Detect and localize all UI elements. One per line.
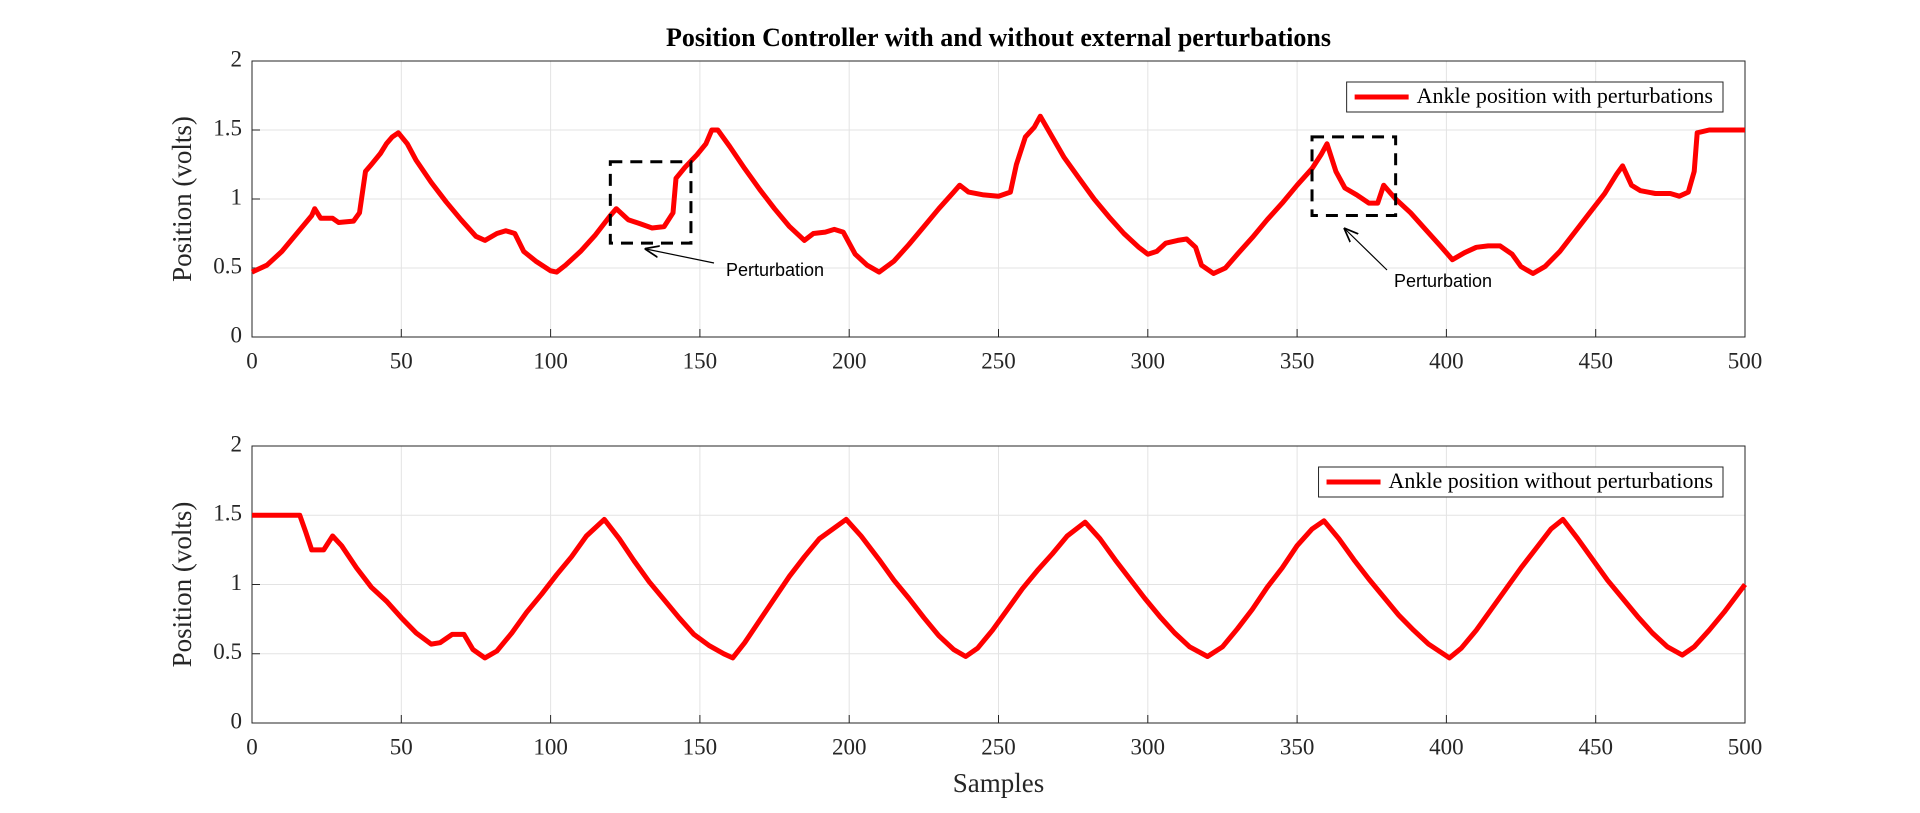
x-tick-label: 150 [683,734,718,759]
annotation-box [1310,135,1398,218]
legend-box [1318,466,1724,498]
annotation-arrow [646,249,715,264]
x-tick-label: 250 [981,734,1016,759]
x-tick-label: 300 [1131,348,1166,373]
x-tick-label: 100 [533,348,568,373]
y-axis-label: Position (volts) [167,502,197,668]
x-tick-label: 0 [246,348,258,373]
legend-label: Ankle position with perturbations [1417,83,1713,108]
chart-title: Position Controller with and without ext… [666,23,1331,52]
x-tick-label: 250 [981,348,1016,373]
y-tick-label: 2 [231,46,243,71]
y-tick-label: 0 [231,708,243,733]
data-line [250,113,1745,276]
data-line [252,512,1747,661]
x-tick-label: 300 [1131,734,1166,759]
axes-box [251,60,1746,338]
x-tick-label: 500 [1728,734,1763,759]
x-tick-label: 50 [390,348,413,373]
y-tick-label: 1 [231,184,243,209]
x-tick-label: 0 [246,734,258,759]
x-tick-label: 50 [390,734,413,759]
y-tick-label: 0.5 [213,639,242,664]
y-tick-label: 0 [231,322,243,347]
x-tick-label: 450 [1578,348,1613,373]
annotation-text: Perturbation [1394,271,1492,291]
x-tick-label: 200 [832,734,867,759]
x-tick-label: 350 [1280,734,1315,759]
y-axis-label: Position (volts) [167,116,197,282]
y-tick-label: 1.5 [213,115,242,140]
y-tick-label: 2 [231,431,243,456]
legend-box [1346,81,1724,113]
y-tick-label: 0.5 [213,253,242,278]
x-tick-label: 400 [1429,734,1464,759]
y-tick-label: 1 [231,570,243,595]
x-tick-label: 100 [533,734,568,759]
annotation-box [608,160,693,245]
legend-label: Ankle position without perturbations [1389,468,1713,493]
y-tick-label: 1.5 [213,501,242,526]
x-tick-label: 200 [832,348,867,373]
x-tick-label: 150 [683,348,718,373]
x-tick-label: 450 [1578,734,1613,759]
x-tick-label: 350 [1280,348,1315,373]
x-axis-label: Samples [953,768,1045,798]
annotation-arrow [1345,229,1388,271]
x-tick-label: 400 [1429,348,1464,373]
x-tick-label: 500 [1728,348,1763,373]
annotation-text: Perturbation [726,260,824,280]
